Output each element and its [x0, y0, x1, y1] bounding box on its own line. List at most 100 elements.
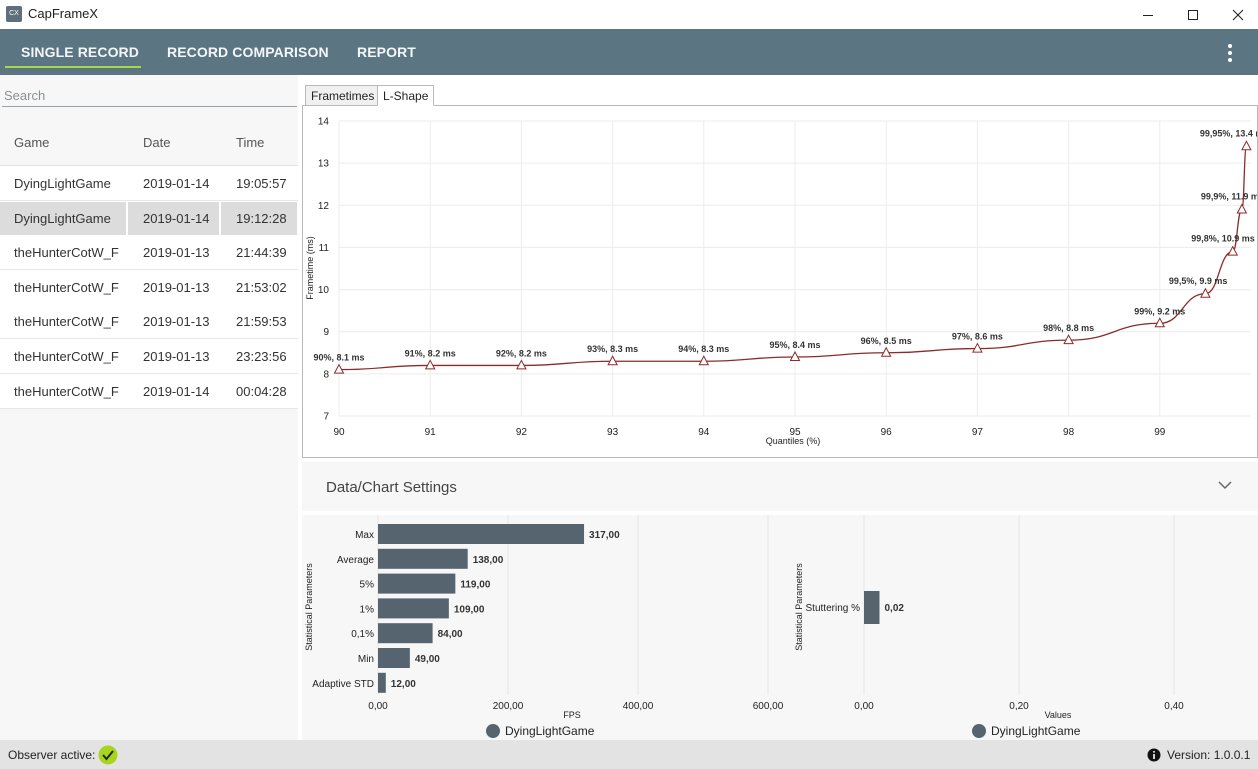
record-game: theHunterCotW_F: [14, 383, 119, 399]
record-time: 23:23:56: [236, 349, 287, 364]
y-tick-label: 11: [319, 243, 330, 254]
record-row[interactable]: theHunterCotW_F 2019-01-13 23:23:56: [0, 339, 298, 374]
legend-swatch: [486, 724, 500, 738]
record-row[interactable]: DyingLightGame 2019-01-14 19:05:57: [0, 166, 298, 201]
bar: [378, 623, 433, 644]
tab-frametimes[interactable]: Frametimes: [305, 85, 381, 106]
data-point-marker: [333, 363, 345, 374]
x-tick-label: 99: [1154, 427, 1166, 438]
data-point-label: 99,9%, 11.9 ms: [1201, 192, 1257, 202]
data-point-label: 93%, 8.3 ms: [587, 344, 638, 354]
record-date: 2019-01-13: [143, 349, 210, 364]
bar-value-label: 109,00: [454, 604, 485, 615]
record-time: 19:05:57: [236, 176, 287, 191]
main-nav: SINGLE RECORD RECORD COMPARISON REPORT: [0, 29, 1258, 75]
data-point-label: 92%, 8.2 ms: [496, 348, 547, 358]
tab-record-comparison[interactable]: RECORD COMPARISON: [167, 44, 329, 60]
selected-cell-bg: [128, 201, 219, 235]
data-point-marker: [1154, 317, 1166, 328]
record-row[interactable]: theHunterCotW_F 2019-01-14 00:04:28: [0, 373, 298, 409]
legend-label: DyingLightGame: [991, 724, 1081, 738]
data-point-marker: [972, 342, 983, 353]
data-point-marker: [789, 350, 801, 361]
bar: [378, 648, 410, 668]
selected-cell-bg: [221, 201, 297, 235]
data-point-marker: [1241, 140, 1252, 151]
y-tick-label: 8: [323, 369, 329, 380]
tab-l-shape[interactable]: L-Shape: [377, 85, 435, 106]
bar: [378, 524, 585, 544]
x-tick-label: 400,00: [623, 701, 654, 712]
record-game: DyingLightGame: [14, 176, 111, 191]
data-point-label: 99%, 9.2 ms: [1134, 306, 1185, 316]
tab-single-record[interactable]: SINGLE RECORD: [21, 44, 139, 60]
x-axis-title: Values: [1045, 710, 1072, 720]
legend-label: DyingLightGame: [505, 724, 595, 738]
settings-title: Data/Chart Settings: [326, 479, 457, 496]
record-time: 21:44:39: [236, 245, 287, 261]
data-point-label: 99,95%, 13.4 ms: [1200, 128, 1257, 138]
record-game: DyingLightGame: [14, 210, 111, 226]
more-menu-icon[interactable]: [1220, 42, 1240, 64]
data-point-label: 99,8%, 10.9 ms: [1191, 234, 1255, 244]
record-date: 2019-01-14: [143, 383, 210, 399]
observer-label: Observer active:: [8, 748, 96, 762]
category-label: Stuttering %: [806, 603, 861, 614]
x-tick-label: 96: [881, 427, 893, 438]
data-point-marker: [1227, 245, 1239, 256]
data-point-marker: [1200, 287, 1211, 298]
x-tick-label: 600,00: [753, 701, 784, 712]
data-point-label: 99,5%, 9.9 ms: [1169, 276, 1228, 286]
info-icon[interactable]: [1147, 748, 1161, 762]
record-date: 2019-01-13: [143, 314, 210, 330]
frametime-line: [338, 145, 1248, 371]
data-point-marker: [1063, 334, 1074, 345]
y-tick-label: 7: [323, 412, 329, 423]
category-label: 0,1%: [351, 629, 374, 640]
data-point-label: 94%, 8.3 ms: [678, 344, 729, 354]
record-date: 2019-01-14: [143, 176, 210, 191]
data-point-label: 98%, 8.8 ms: [1043, 323, 1094, 333]
record-row[interactable]: theHunterCotW_F 2019-01-13 21:59:53: [0, 304, 298, 340]
category-label: 1%: [360, 604, 375, 615]
y-tick-label: 10: [318, 285, 330, 296]
column-header-time[interactable]: Time: [236, 135, 265, 150]
category-label: Adaptive STD: [312, 679, 374, 690]
close-button[interactable]: [1215, 0, 1258, 29]
data-point-marker: [1236, 203, 1248, 214]
bar-value-label: 84,00: [438, 629, 463, 640]
x-tick-label: 93: [607, 427, 619, 438]
l-shape-chart[interactable]: 90 91 92 93 94 95 96 97 98 99 7 8 9 10 11 12 13 14 Quantil…: [303, 106, 1258, 457]
x-tick-label: 97: [972, 427, 984, 438]
tab-report[interactable]: REPORT: [357, 44, 416, 60]
x-tick-label: 95: [789, 427, 801, 438]
data-chart-settings-expander[interactable]: Data/Chart Settings: [302, 462, 1258, 511]
version-text: Version: 1.0.0.1: [1167, 748, 1251, 762]
bar: [378, 573, 456, 594]
data-point-marker: [880, 346, 892, 357]
record-row[interactable]: theHunterCotW_F 2019-01-13 21:53:02: [0, 269, 298, 305]
data-point-marker: [424, 359, 436, 370]
bar: [864, 591, 880, 624]
app-icon: CX: [6, 6, 22, 22]
selected-cell-bg: [0, 201, 126, 235]
record-row[interactable]: theHunterCotW_F 2019-01-13 21:44:39: [0, 235, 298, 271]
bar-value-label: 138,00: [473, 555, 504, 566]
statistics-panel: 0,00 200,00 400,00 600,00 Max 317,00 Average 13…: [302, 515, 1258, 740]
active-tab-indicator: [5, 66, 141, 68]
column-header-game[interactable]: Game: [14, 135, 50, 150]
category-label: 5%: [360, 580, 375, 591]
record-date: 2019-01-14: [143, 210, 210, 226]
search-input[interactable]: [2, 85, 297, 107]
bar: [378, 672, 386, 693]
minimize-button[interactable]: [1125, 0, 1170, 29]
maximize-button[interactable]: [1170, 0, 1215, 29]
x-axis-title: Quantiles (%): [766, 436, 821, 446]
chart-tabs: Frametimes L-Shape: [302, 85, 1258, 106]
record-game: theHunterCotW_F: [14, 245, 119, 261]
record-row[interactable]: DyingLightGame 2019-01-14 19:12:28: [0, 200, 298, 236]
column-header-date[interactable]: Date: [143, 135, 171, 150]
y-axis-title: Frametime (ms): [305, 236, 315, 300]
record-date: 2019-01-13: [143, 279, 210, 295]
